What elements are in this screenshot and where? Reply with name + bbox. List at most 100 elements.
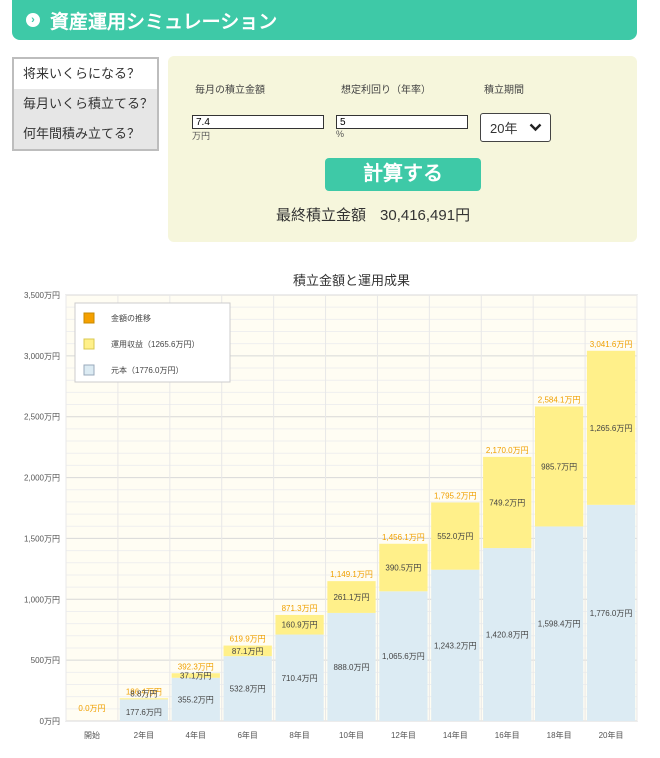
legend-label: 元本（1776.0万円） — [111, 365, 183, 375]
x-tick-label: 2年目 — [134, 730, 154, 740]
total-label: 2,170.0万円 — [486, 446, 529, 455]
principal-label: 1,065.6万円 — [382, 652, 425, 661]
x-tick-label: 14年目 — [443, 730, 468, 740]
rate-unit: % — [336, 129, 345, 139]
principal-label: 532.8万円 — [230, 685, 266, 694]
bar-principal — [431, 569, 480, 721]
bar-gain — [327, 581, 376, 613]
result-value: 30,416,491円 — [380, 207, 471, 224]
y-tick-label: 2,000万円 — [24, 474, 60, 483]
chevron-down-icon — [529, 123, 542, 132]
x-tick-label: 18年目 — [547, 730, 572, 740]
gain-label: 390.5万円 — [385, 564, 421, 573]
y-tick-label: 0万円 — [40, 717, 60, 726]
principal-label: 1,243.2万円 — [434, 641, 477, 650]
principal-label: 355.2万円 — [178, 695, 214, 704]
x-tick-label: 4年目 — [186, 730, 206, 740]
monthly-amount-input[interactable] — [192, 115, 324, 129]
bar-gain — [379, 543, 428, 592]
result-line: 最終積立金額 30,416,491円 — [276, 204, 470, 225]
bar-principal — [483, 548, 532, 721]
legend-label: 運用収益（1265.6万円） — [111, 339, 199, 349]
bar-gain — [171, 673, 220, 678]
bar-principal — [171, 677, 220, 721]
x-tick-label: 12年目 — [391, 730, 416, 740]
chart-title: 積立金額と運用成果 — [293, 273, 410, 288]
y-tick-label: 3,500万円 — [24, 291, 60, 300]
accumulation-chart: 積立金額と運用成果 0万円 500万円 1,000万円 1,500万円 2,000万円 2,… — [24, 273, 638, 740]
result-label: 最終積立金額 — [276, 207, 367, 224]
x-tick-label: 開始 — [84, 730, 100, 740]
principal-label: 888.0万円 — [333, 663, 369, 672]
total-label: 0.0万円 — [78, 704, 105, 713]
bar-principal — [223, 656, 272, 721]
principal-label: 710.4万円 — [282, 674, 318, 683]
legend-box — [74, 302, 231, 383]
bar-gain — [431, 502, 480, 570]
total-label: 392.3万円 — [178, 662, 214, 671]
simulation-form: 毎月の積立金額 想定利回り（年率） 積立期間 万円 % 20年 計算する 最終積… — [168, 56, 637, 242]
period-label: 積立期間 — [484, 85, 524, 96]
bar-gain — [119, 698, 169, 700]
legend-swatch — [83, 364, 95, 376]
gain-label: 552.0万円 — [437, 532, 473, 541]
gain-label: 87.1万円 — [232, 647, 264, 656]
total-label: 1,149.1万円 — [330, 570, 373, 579]
gain-label: 1,265.6万円 — [590, 424, 633, 433]
mode-monthly-amount[interactable]: 毎月いくら積立てる？ — [23, 96, 154, 111]
mode-period[interactable]: 何年間積み立てる？ — [23, 126, 141, 141]
y-tick-label: 500万円 — [31, 656, 60, 665]
x-tick-label: 8年目 — [289, 730, 309, 740]
page-title: 資産運用シミュレーション — [50, 11, 278, 33]
bar-principal — [586, 504, 636, 721]
principal-label: 1,420.8万円 — [486, 631, 529, 640]
period-select[interactable]: 20年 — [480, 113, 551, 142]
bar-principal — [119, 699, 169, 721]
x-tick-label: 16年目 — [495, 730, 520, 740]
rate-label: 想定利回り（年率） — [341, 85, 431, 96]
bar-gain — [483, 456, 532, 549]
gain-label: 160.9万円 — [282, 621, 318, 630]
rate-input[interactable] — [336, 115, 468, 129]
y-tick-label: 1,000万円 — [24, 595, 60, 604]
total-label: 619.9万円 — [230, 635, 266, 644]
y-tick-label: 1,500万円 — [24, 534, 60, 543]
monthly-amount-unit: 万円 — [192, 131, 211, 141]
total-label: 3,041.6万円 — [590, 340, 633, 349]
bar-principal — [275, 634, 324, 721]
principal-label: 1,776.0万円 — [590, 609, 633, 618]
bar-gain — [275, 614, 324, 635]
total-label: 1,795.2万円 — [434, 491, 477, 500]
calculate-button[interactable]: 計算する — [325, 158, 481, 191]
x-tick-label: 20年目 — [599, 730, 624, 740]
total-label: 1,456.1万円 — [382, 533, 425, 542]
bar-principal — [327, 612, 376, 721]
principal-label: 1,598.4万円 — [538, 620, 581, 629]
app-header: › 資産運用シミュレーション — [12, 0, 637, 40]
mode-menu: 将来いくらになる？ 毎月いくら積立てる？ 何年間積み立てる？ — [12, 57, 159, 151]
legend-label: 金額の推移 — [111, 313, 151, 323]
bar-gain — [534, 406, 584, 527]
legend-swatch — [83, 312, 95, 324]
bar-principal — [534, 526, 584, 721]
legend-swatch — [83, 338, 95, 350]
monthly-amount-label: 毎月の積立金額 — [195, 85, 265, 96]
gain-label: 261.1万円 — [333, 593, 369, 602]
principal-label: 177.6万円 — [126, 708, 162, 717]
y-tick-label: 2,500万円 — [24, 413, 60, 422]
mode-future-value[interactable]: 将来いくらになる？ — [14, 59, 157, 89]
bar-gain — [586, 350, 636, 505]
chart-area: 積立金額と運用成果 0万円 500万円 1,000万円 1,500万円 2,000万円 2,… — [0, 266, 660, 753]
total-label: 186.4万円 — [126, 687, 162, 696]
gain-label: 37.1万円 — [180, 672, 212, 681]
x-tick-label: 10年目 — [339, 730, 364, 740]
gain-label: 985.7万円 — [541, 462, 577, 471]
x-tick-label: 6年目 — [237, 730, 257, 740]
y-tick-label: 3,000万円 — [24, 352, 60, 361]
total-label: 2,584.1万円 — [538, 395, 581, 404]
bar-gain — [223, 645, 272, 657]
period-select-value: 20年 — [490, 121, 518, 136]
gain-label: 8.8万円 — [130, 689, 157, 698]
bar-principal — [379, 591, 428, 721]
total-label: 871.3万円 — [282, 604, 318, 613]
